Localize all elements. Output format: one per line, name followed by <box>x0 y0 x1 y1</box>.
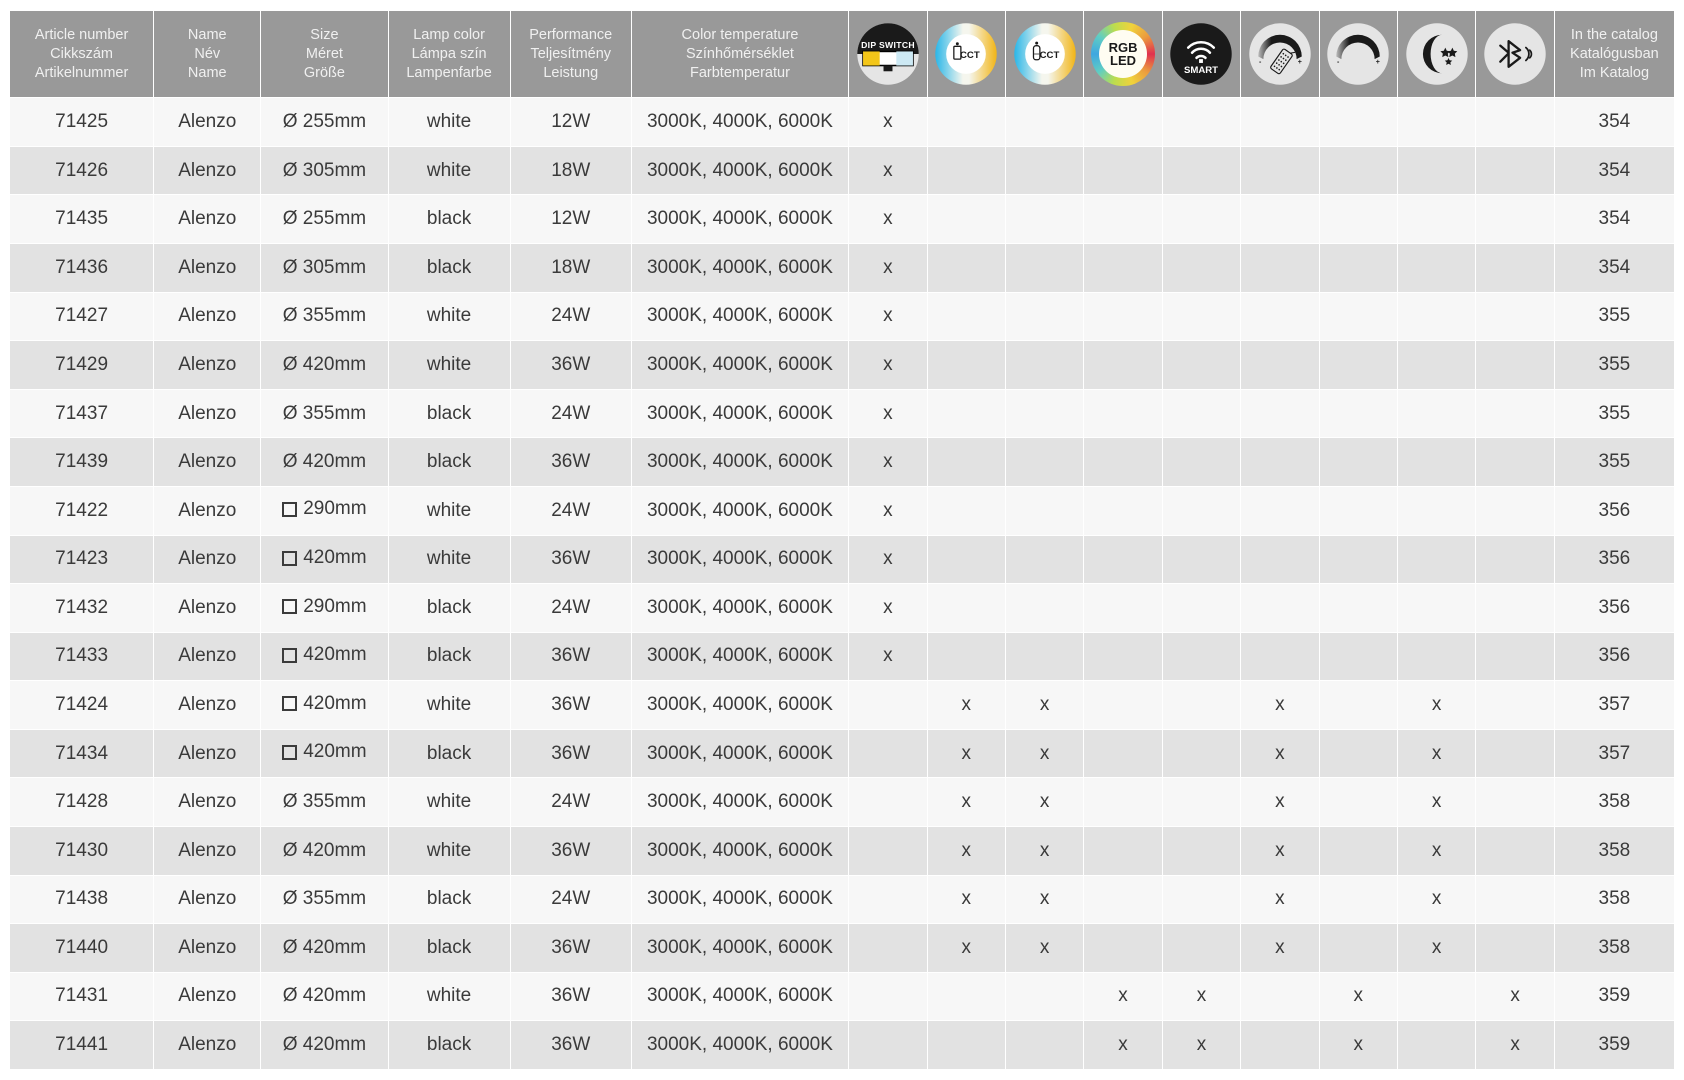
svg-text:+: + <box>1298 60 1302 67</box>
svg-text:CCT: CCT <box>960 50 980 61</box>
svg-text:+: + <box>1376 60 1380 67</box>
svg-text:SMART: SMART <box>1184 65 1218 76</box>
svg-text:CCT: CCT <box>1039 50 1059 61</box>
svg-text:DIP SWITCH: DIP SWITCH <box>861 41 915 51</box>
